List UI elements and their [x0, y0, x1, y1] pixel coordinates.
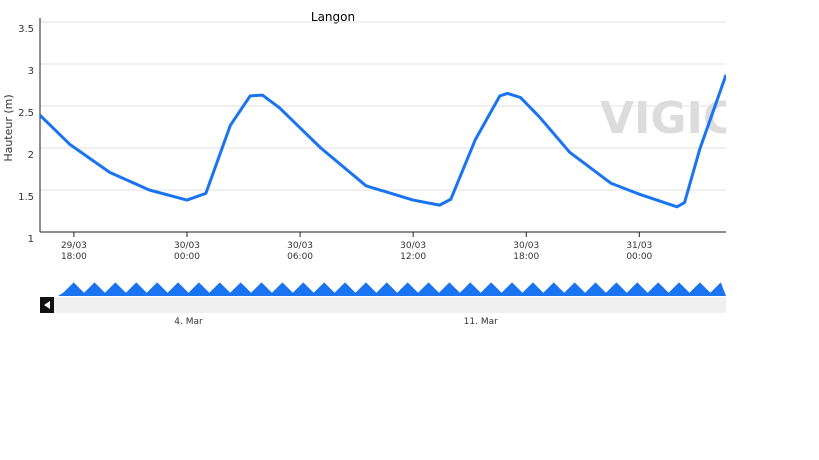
x-tick-label: 30/03 06:00 — [287, 241, 314, 262]
scroll-arrow — [44, 301, 50, 309]
y-tick-label: 3.5 — [18, 24, 34, 35]
x-tick-label: 30/03 00:00 — [174, 241, 200, 262]
navigator-label: 11. Mar — [464, 317, 498, 327]
y-tick-label: 2.5 — [18, 108, 34, 119]
navigator-area — [58, 282, 726, 296]
x-tick-label: 29/03 18:00 — [60, 241, 87, 262]
y-tick-label: 3 — [28, 66, 34, 77]
scrollbar-track[interactable] — [40, 297, 726, 313]
y-tick-label: 1 — [28, 234, 34, 245]
x-tick-label: 31/03 00:00 — [626, 241, 653, 262]
watermark: VIGICR — [600, 93, 769, 144]
chart-title: Langon — [311, 10, 355, 24]
y-tick-label: 1.5 — [18, 192, 34, 203]
x-tick-label: 30/03 18:00 — [513, 241, 540, 262]
y-tick-label: 2 — [28, 150, 34, 161]
navigator-label: 4. Mar — [174, 317, 203, 327]
x-tick-label: 30/03 12:00 — [400, 241, 427, 262]
line-series — [40, 74, 726, 209]
y-axis-title: Hauteur (m) — [2, 94, 15, 161]
